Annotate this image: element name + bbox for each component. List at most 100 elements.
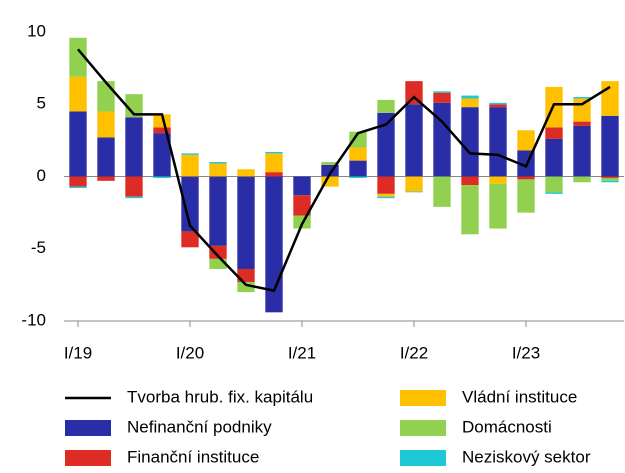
bar: [209, 258, 227, 269]
legend-swatch: [400, 420, 446, 436]
bar: [461, 98, 479, 108]
y-tick-label: 0: [37, 166, 46, 185]
bar: [69, 37, 87, 77]
bar: [153, 127, 171, 134]
legend-swatch: [65, 420, 111, 436]
bar: [265, 172, 283, 177]
bar: [97, 111, 115, 138]
bar: [293, 195, 311, 216]
bar: [461, 107, 479, 177]
bar: [377, 193, 395, 197]
bar: [69, 186, 87, 189]
bar: [153, 133, 171, 177]
x-tick-label: I/22: [400, 343, 428, 362]
y-tick-label: 5: [37, 94, 46, 113]
bar: [405, 176, 423, 191]
bar: [321, 176, 339, 187]
bar: [97, 81, 115, 112]
bar: [517, 130, 535, 151]
bar: [181, 176, 199, 232]
x-tick-label: I/19: [64, 343, 92, 362]
bar: [69, 176, 87, 187]
bar: [69, 111, 87, 177]
bar: [601, 177, 619, 181]
bar: [517, 176, 535, 180]
x-tick-label: I/21: [288, 343, 316, 362]
legend-label: Neziskový sektor: [462, 447, 591, 466]
bar: [321, 162, 339, 165]
bar: [153, 114, 171, 128]
bar: [461, 185, 479, 235]
bar: [377, 112, 395, 177]
bar: [377, 196, 395, 199]
bar: [601, 180, 619, 183]
bar: [405, 104, 423, 177]
bar: [237, 176, 255, 269]
bar: [153, 176, 171, 178]
bar: [265, 176, 283, 313]
bar: [405, 81, 423, 105]
bar: [265, 151, 283, 154]
bar: [573, 176, 591, 183]
legend-swatch: [400, 390, 446, 406]
bar: [209, 176, 227, 246]
y-tick-label: 10: [27, 21, 46, 40]
line: [77, 48, 611, 293]
bar: [601, 81, 619, 116]
bar: [433, 102, 451, 177]
bar: [573, 97, 591, 99]
bar: [405, 190, 423, 193]
bar: [321, 164, 339, 177]
bar: [517, 179, 535, 213]
bar: [265, 153, 283, 173]
bar: [377, 99, 395, 113]
bar: [209, 162, 227, 164]
bar: [461, 176, 479, 186]
bar: [545, 192, 563, 194]
legend-label: Domácnosti: [462, 417, 552, 436]
bar: [237, 169, 255, 177]
bar: [69, 76, 87, 112]
bar: [181, 154, 199, 177]
legend-swatch: [400, 450, 446, 466]
bar: [433, 91, 451, 93]
bar: [349, 176, 367, 178]
bar: [97, 176, 115, 181]
bar: [573, 121, 591, 126]
bar: [237, 281, 255, 293]
bar: [433, 176, 451, 207]
bar: [489, 183, 507, 229]
bar: [545, 138, 563, 177]
bar: [461, 95, 479, 99]
bar: [125, 176, 143, 197]
bar: [489, 107, 507, 177]
y-tick-label: -10: [21, 310, 46, 329]
bar: [489, 104, 507, 108]
legend-label: Nefinanční podniky: [127, 417, 272, 436]
bar: [209, 245, 227, 259]
bar: [125, 196, 143, 199]
x-tick-label: I/20: [176, 343, 204, 362]
x-tick-label: I/23: [512, 343, 540, 362]
bar: [349, 147, 367, 161]
y-tick-label: -5: [31, 238, 46, 257]
bar: [433, 92, 451, 103]
bar: [97, 137, 115, 177]
legend-label: Tvorba hrub. fix. kapitálu: [127, 387, 313, 406]
bar: [181, 153, 199, 155]
bar: [349, 131, 367, 148]
legend-label: Vládní instituce: [462, 387, 577, 406]
bar: [125, 94, 143, 118]
bar: [545, 176, 563, 193]
bar: [601, 176, 619, 178]
bar: [377, 176, 395, 194]
legend-swatch: [65, 450, 111, 466]
bar: [209, 163, 227, 177]
bar: [125, 117, 143, 177]
bar: [293, 176, 311, 196]
bar: [181, 231, 199, 248]
bar: [545, 127, 563, 139]
bar: [489, 102, 507, 105]
bar: [349, 160, 367, 177]
